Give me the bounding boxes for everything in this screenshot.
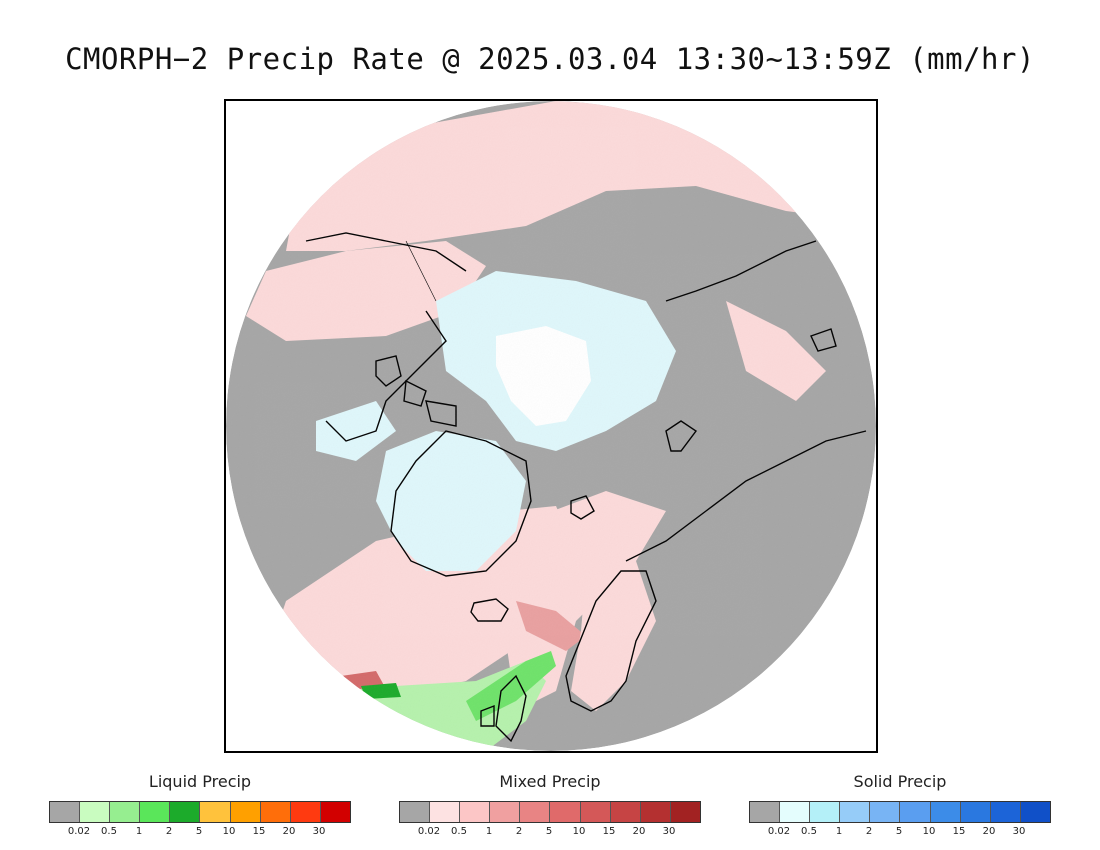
legend-tick-label: 1 (835, 826, 843, 837)
legend-swatch (840, 802, 871, 822)
legend-swatch (140, 802, 171, 822)
map-panel[interactable] (224, 99, 878, 753)
legend-swatch (550, 802, 581, 822)
legend-swatch (750, 802, 781, 822)
legend-swatch (260, 802, 291, 822)
legend-swatch (490, 802, 521, 822)
legend-tick-label: 20 (632, 826, 646, 837)
legend-title: Liquid Precip (148, 772, 252, 791)
legend-tick-label: 10 (572, 826, 586, 837)
legend-tick-label: 0.02 (767, 826, 791, 837)
liquid-precip-legend: Liquid Precip 0.02 0.5 1 2 5 10 15 20 30 (49, 772, 351, 837)
legend-swatch (230, 802, 261, 822)
legend-tick-label: 15 (952, 826, 966, 837)
polar-map (226, 101, 876, 751)
legend-tick-label: 0.02 (417, 826, 441, 837)
legend-tick-label: 1 (135, 826, 143, 837)
texture-overlay (226, 101, 876, 751)
legend-swatch (200, 802, 231, 822)
legend-swatch (1020, 802, 1050, 822)
legend-title: Solid Precip (853, 772, 947, 791)
legend-swatch (780, 802, 811, 822)
legend-tick-label: 0.5 (801, 826, 817, 837)
legend-swatch (430, 802, 461, 822)
page-title: CMORPH−2 Precip Rate @ 2025.03.04 13:30~… (65, 42, 1035, 76)
legend-tick-label: 10 (922, 826, 936, 837)
legend-swatch (320, 802, 350, 822)
legend-tick-labels: 0.02 0.5 1 2 5 10 15 20 30 (749, 823, 1049, 837)
legend-swatch (400, 802, 431, 822)
legend-swatch (580, 802, 611, 822)
legend-swatch (900, 802, 931, 822)
legend-tick-label: 10 (222, 826, 236, 837)
legend-tick-label: 30 (1012, 826, 1026, 837)
legend-tick-label: 15 (602, 826, 616, 837)
legend-swatch (460, 802, 491, 822)
legend-swatch (960, 802, 991, 822)
mixed-precip-legend: Mixed Precip 0.02 0.5 1 2 5 10 15 20 30 (399, 772, 701, 837)
legend-title: Mixed Precip (499, 772, 601, 791)
legend-tick-label: 0.5 (451, 826, 467, 837)
legend-tick-label: 2 (865, 826, 873, 837)
legend-swatch (610, 802, 641, 822)
legend-tick-label: 0.02 (67, 826, 91, 837)
legend-tick-label: 30 (662, 826, 676, 837)
legend-tick-labels: 0.02 0.5 1 2 5 10 15 20 30 (49, 823, 349, 837)
legend-swatch (170, 802, 201, 822)
legend-swatch (930, 802, 961, 822)
legend-swatch (290, 802, 321, 822)
legend-tick-label: 2 (515, 826, 523, 837)
legend-swatch (110, 802, 141, 822)
legend-swatch (810, 802, 841, 822)
legend-tick-label: 5 (895, 826, 903, 837)
legend-tick-label: 5 (545, 826, 553, 837)
legend-swatch (50, 802, 81, 822)
legend-swatch (670, 802, 700, 822)
legend-swatch (990, 802, 1021, 822)
legend-tick-label: 20 (282, 826, 296, 837)
legend-tick-label: 15 (252, 826, 266, 837)
legend-tick-labels: 0.02 0.5 1 2 5 10 15 20 30 (399, 823, 699, 837)
legend-tick-label: 0.5 (101, 826, 117, 837)
legend-tick-label: 5 (195, 826, 203, 837)
legend-color-bar (49, 801, 351, 823)
legend-color-bar (749, 801, 1051, 823)
legend-swatch (520, 802, 551, 822)
legend-tick-label: 20 (982, 826, 996, 837)
legend-swatch (870, 802, 901, 822)
legend-swatch (80, 802, 111, 822)
solid-precip-legend: Solid Precip 0.02 0.5 1 2 5 10 15 20 30 (749, 772, 1051, 837)
legend-tick-label: 1 (485, 826, 493, 837)
legend-swatch (640, 802, 671, 822)
legend-tick-label: 30 (312, 826, 326, 837)
legend-color-bar (399, 801, 701, 823)
legend-tick-label: 2 (165, 826, 173, 837)
